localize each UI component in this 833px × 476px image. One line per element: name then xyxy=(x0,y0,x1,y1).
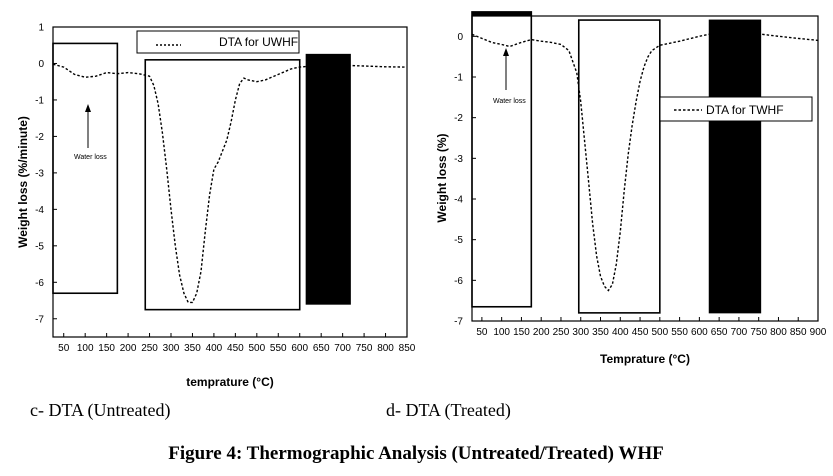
x-tick-label: 600 xyxy=(691,327,708,338)
figure-caption: Figure 4: Thermographic Analysis (Untrea… xyxy=(168,443,664,464)
y-tick-label: -6 xyxy=(35,278,44,289)
x-tick-label: 150 xyxy=(98,343,115,354)
dta-curve-treated xyxy=(471,31,819,292)
x-tick-label: 850 xyxy=(399,343,416,354)
legend-box xyxy=(136,30,300,54)
chart-treated: 50 100 150 200 250 300 350 400 450 500 550 600 650 70… xyxy=(386,11,827,421)
legend: DTA for UWHF xyxy=(136,30,300,54)
y-tick-label: -4 xyxy=(35,205,44,216)
x-tick-label: 400 xyxy=(206,343,223,354)
x-tick-label: 800 xyxy=(377,343,394,354)
y-tick-label: -1 xyxy=(35,95,44,106)
x-tick-label: 350 xyxy=(592,327,609,338)
x-tick-label: 450 xyxy=(632,327,649,338)
water-loss-annotation: Water loss xyxy=(493,48,526,105)
legend-label: DTA for TWHF xyxy=(706,103,784,117)
chart-untreated: 50 100 150 200 250 300 350 400 450 500 550 600 650 70… xyxy=(16,23,416,422)
x-tick-label: 200 xyxy=(120,343,137,354)
plot-frame xyxy=(471,15,819,322)
x-tick-label: 550 xyxy=(671,327,688,338)
y-tick-label: 0 xyxy=(457,32,463,43)
x-tick-label: 650 xyxy=(313,343,330,354)
x-tick-label: 500 xyxy=(248,343,265,354)
y-tick-label: -2 xyxy=(35,132,44,143)
dta-curve-untreated xyxy=(52,63,408,304)
x-tick-label: 200 xyxy=(533,327,550,338)
y-tick-label: 1 xyxy=(38,23,44,34)
arrow-head-icon xyxy=(503,48,509,56)
y-tick-label: -7 xyxy=(35,314,44,325)
x-tick-label: 800 xyxy=(770,327,787,338)
highlight-box-outline xyxy=(144,59,301,311)
x-tick-label: 650 xyxy=(711,327,728,338)
legend-box xyxy=(659,96,813,122)
y-tick-label: 0 xyxy=(38,59,44,70)
x-tick-label: 700 xyxy=(334,343,351,354)
x-tick-label: 250 xyxy=(141,343,158,354)
water-loss-annotation: Water loss xyxy=(74,104,107,161)
y-tick-label: -6 xyxy=(454,276,463,287)
x-axis-label: Temprature (°C) xyxy=(600,352,690,366)
x-tick-label: 100 xyxy=(77,343,94,354)
y-tick-label: -7 xyxy=(454,317,463,328)
chart-caption: d- DTA (Treated) xyxy=(386,400,511,421)
chart-caption: c- DTA (Untreated) xyxy=(30,400,171,421)
y-tick-label: -4 xyxy=(454,195,463,206)
x-tick-label: 750 xyxy=(356,343,373,354)
legend: DTA for TWHF xyxy=(659,96,813,122)
x-tick-label: 850 xyxy=(790,327,807,338)
y-tick-label: -3 xyxy=(35,168,44,179)
x-tick-label: 750 xyxy=(750,327,767,338)
x-tick-label: 250 xyxy=(553,327,570,338)
x-tick-label: 350 xyxy=(184,343,201,354)
x-tick-label: 550 xyxy=(270,343,287,354)
x-axis-label: temprature (°C) xyxy=(186,375,273,389)
y-tick-label: -3 xyxy=(454,154,463,165)
highlight-box-filled xyxy=(305,53,351,305)
x-tick-label: 700 xyxy=(731,327,748,338)
y-tick-label: -2 xyxy=(454,113,463,124)
x-tick-label: 50 xyxy=(476,327,488,338)
y-tick-label: -5 xyxy=(35,241,44,252)
x-tick-label: 300 xyxy=(572,327,589,338)
highlight-box-outline xyxy=(471,11,533,308)
y-axis-label: Weight loss (%/minute) xyxy=(16,116,30,248)
y-tick-label: -1 xyxy=(454,73,463,84)
highlight-box-filled xyxy=(708,19,762,314)
x-tick-label: 500 xyxy=(651,327,668,338)
highlight-box-outline xyxy=(52,42,119,295)
legend-label: DTA for UWHF xyxy=(219,35,298,49)
x-tick-label: 450 xyxy=(227,343,244,354)
highlight-box-outline xyxy=(577,19,661,314)
arrow-head-icon xyxy=(85,104,91,112)
y-tick-label: -5 xyxy=(454,235,463,246)
x-tick-label: 900 xyxy=(810,327,827,338)
annotation-label: Water loss xyxy=(74,154,107,161)
x-tick-label: 600 xyxy=(291,343,308,354)
x-tick-label: 300 xyxy=(163,343,180,354)
x-tick-label: 400 xyxy=(612,327,629,338)
annotation-label: Water loss xyxy=(493,98,526,105)
x-tick-label: 150 xyxy=(513,327,530,338)
x-tick-label: 50 xyxy=(58,343,70,354)
x-tick-label: 100 xyxy=(493,327,510,338)
y-axis-label: Weight loss (%) xyxy=(435,133,449,222)
